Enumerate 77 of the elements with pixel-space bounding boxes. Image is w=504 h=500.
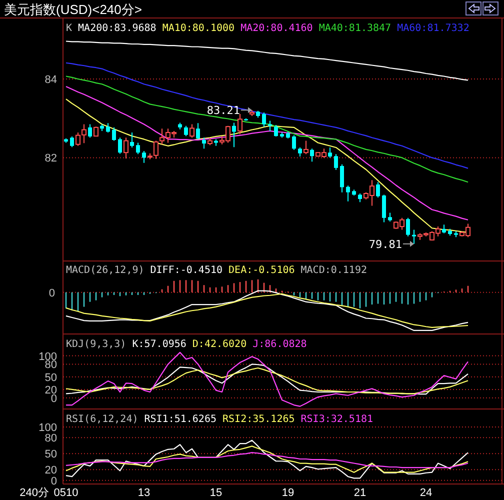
- text: RSI1:51.6265: [144, 414, 217, 425]
- candlestick: [184, 125, 188, 137]
- annotation: 79.81: [368, 238, 402, 251]
- candlestick: [142, 150, 146, 164]
- candlestick: [376, 182, 380, 198]
- candlestick: [70, 136, 74, 148]
- y-tick-label: 20: [44, 464, 57, 477]
- candlestick: [334, 154, 338, 170]
- candlestick: [292, 134, 296, 150]
- candlestick: [196, 122, 200, 140]
- series-label: MA200:83.9688: [78, 23, 156, 34]
- candlestick: [406, 217, 410, 237]
- line-series: [65, 86, 469, 220]
- candlestick: [274, 124, 278, 137]
- text: MA60:81.7332: [397, 23, 470, 34]
- x-tick-label: 15: [210, 487, 222, 499]
- y-tick-label: 50: [44, 372, 57, 384]
- candlestick: [202, 137, 206, 150]
- line-series: [65, 62, 469, 169]
- candlestick: [238, 114, 242, 135]
- candlestick: [190, 124, 194, 138]
- x-tick-label: 13: [138, 487, 150, 499]
- text: RSI3:32.5181: [300, 414, 374, 425]
- candlestick: [262, 112, 266, 128]
- y-tick-label: 82: [44, 152, 57, 165]
- series-label: MACD:0.1192: [300, 265, 368, 276]
- candlestick: [130, 132, 134, 148]
- text: MA10:80.1000: [162, 23, 235, 34]
- line-series: [65, 446, 469, 473]
- y-tick-label: 80: [44, 432, 57, 445]
- text: 240分: [20, 487, 49, 499]
- y-tick-label: 0: [50, 392, 57, 405]
- line-series: [65, 352, 469, 407]
- candlestick: [112, 126, 116, 142]
- candlestick: [94, 126, 98, 137]
- candlestick: [268, 120, 272, 132]
- candlestick: [412, 229, 416, 244]
- line-series: [65, 76, 469, 183]
- y-tick-label: 84: [44, 74, 57, 86]
- line-series: [65, 40, 469, 81]
- candlestick: [106, 122, 110, 134]
- text: DIFF:-0.4510: [150, 265, 223, 276]
- series-label: J:86.0828: [252, 339, 307, 350]
- line-series: [65, 452, 469, 468]
- text: MA40:81.3847: [318, 23, 392, 34]
- candlestick: [382, 194, 386, 223]
- text: D:42.6020: [192, 339, 247, 350]
- candlestick: [304, 140, 308, 155]
- chart-title: RSI(6,12,24): [66, 414, 138, 425]
- chart-title: KDJ(9,3,3): [66, 339, 126, 350]
- chart-title: 美元指数(USD)<240分>: [4, 2, 142, 17]
- y-tick-label: 50: [44, 448, 57, 461]
- candlestick: [136, 142, 140, 155]
- candlestick: [124, 137, 128, 159]
- candlestick: [88, 124, 92, 138]
- annotation: 83.21: [206, 104, 240, 118]
- text: RSI2:35.1265: [222, 414, 295, 425]
- y-tick-label: 80: [44, 359, 57, 372]
- y-tick-label: 0: [50, 475, 57, 488]
- y-tick-label: 100: [38, 422, 57, 434]
- candlestick: [346, 185, 350, 202]
- candlestick: [340, 164, 344, 193]
- x-tick-label: 19: [282, 487, 294, 499]
- x-tick-label: 24: [420, 487, 432, 499]
- x-tick-label: 21: [354, 487, 366, 499]
- chart-subtitle: K: [66, 23, 72, 34]
- x-tick-label: 0510: [54, 487, 78, 499]
- candlestick: [298, 146, 302, 158]
- series-label: K:57.0956: [132, 339, 186, 350]
- candlestick: [118, 137, 122, 154]
- text: MA20:80.4160: [240, 23, 313, 34]
- candlestick: [310, 148, 314, 162]
- text: DEA:-0.5106: [228, 265, 295, 276]
- candlestick: [232, 122, 236, 148]
- chart-title: MACD(26,12,9): [66, 265, 144, 276]
- candlestick: [328, 146, 332, 158]
- line-series: [65, 440, 469, 479]
